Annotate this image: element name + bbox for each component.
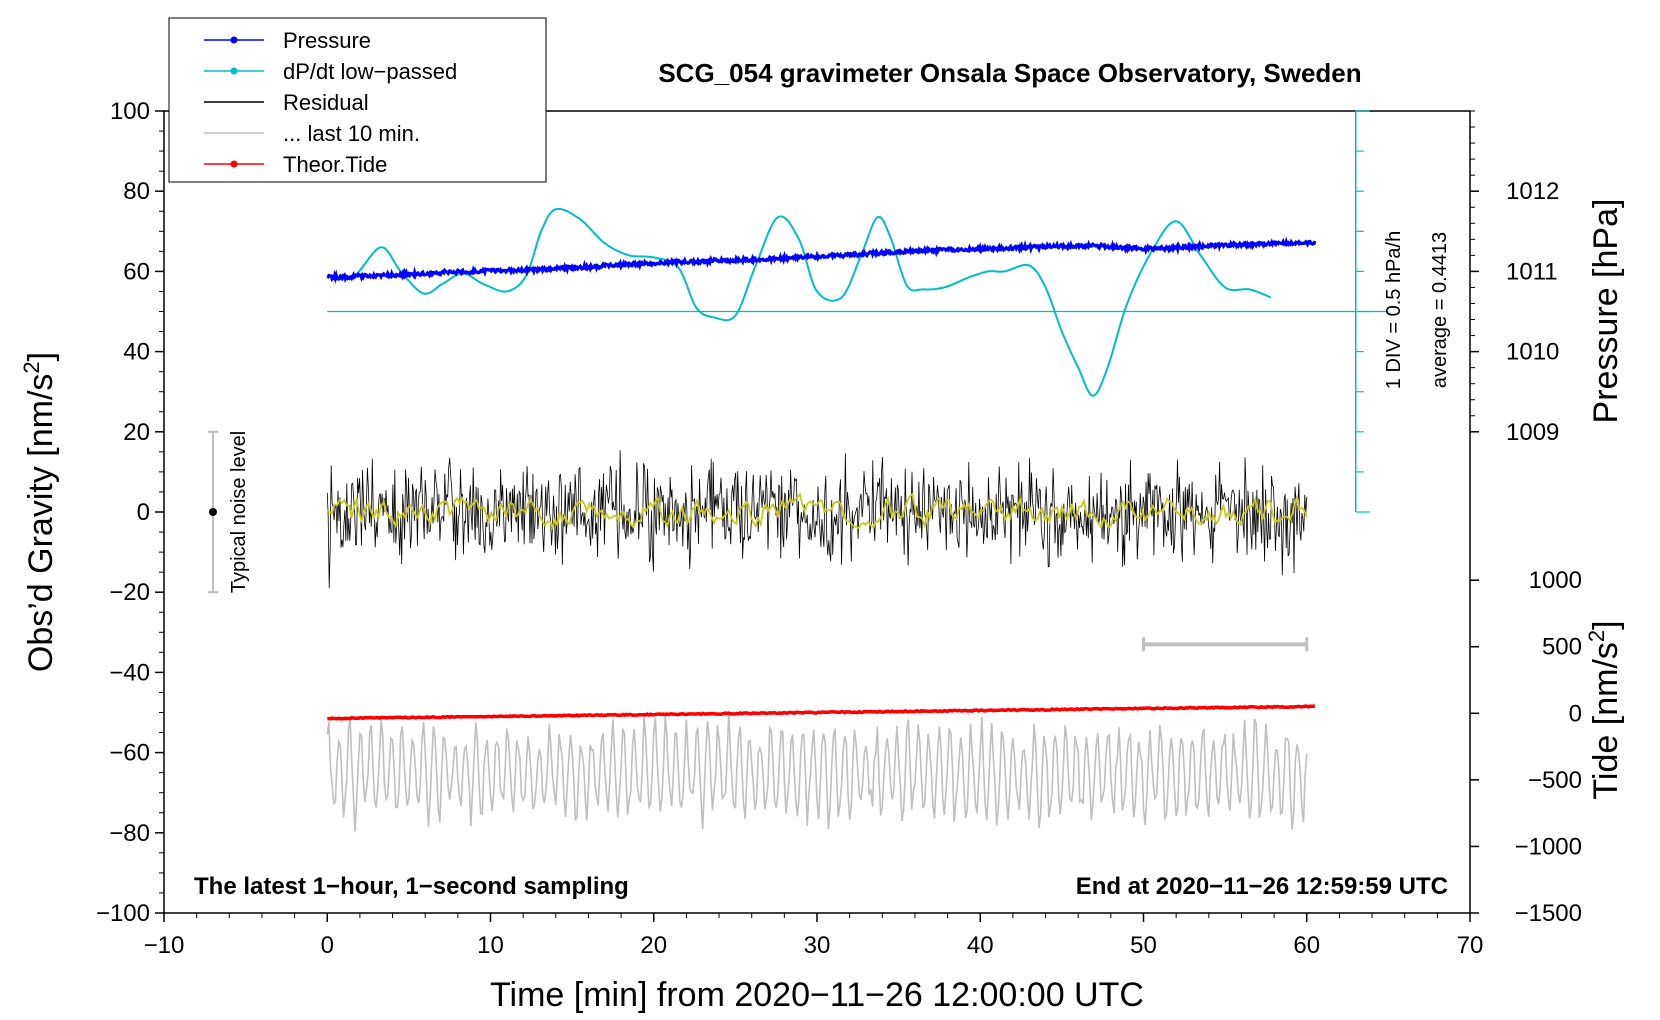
legend: Pressure dP/dt low−passed Residual ... last… bbox=[168, 17, 547, 183]
legend-marker bbox=[230, 36, 238, 44]
tide-line bbox=[327, 704, 1316, 721]
residual-line bbox=[326, 450, 1308, 588]
tide-axis-label: Tide [nm/s2] bbox=[1584, 620, 1625, 799]
noise-level-dot bbox=[208, 508, 217, 516]
chart-title: SCG_054 gravimeter Onsala Space Observat… bbox=[658, 58, 1361, 88]
y-tick-label: 80 bbox=[123, 178, 150, 205]
y-tick-label: 0 bbox=[137, 499, 150, 526]
noise-level-label: Typical noise level bbox=[228, 431, 250, 593]
pressure-tick-label: 1011 bbox=[1506, 258, 1558, 285]
y-tick-label: 60 bbox=[123, 258, 150, 285]
tide-tick-label: −500 bbox=[1528, 767, 1582, 794]
y-tick-label: 20 bbox=[123, 419, 150, 446]
x-tick-label: 50 bbox=[1130, 932, 1157, 959]
x-tick-label: 30 bbox=[804, 932, 831, 959]
y-tick-label: −60 bbox=[109, 740, 150, 767]
y-axis-label-sup: 2 bbox=[19, 361, 44, 373]
pressure-line bbox=[326, 236, 1317, 284]
legend-label: dP/dt low−passed bbox=[283, 59, 457, 84]
legend-marker bbox=[230, 160, 238, 168]
tide-tick-label: 500 bbox=[1542, 634, 1582, 661]
legend-marker bbox=[230, 67, 238, 75]
pressure-tick-label: 1010 bbox=[1506, 339, 1559, 366]
y-tick-label: −100 bbox=[96, 900, 150, 927]
tide-axis-label-main: Tide [nm/s bbox=[1587, 642, 1625, 799]
div-scale-label: 1 DIV = 0.5 hPa/h bbox=[1383, 231, 1405, 389]
x-axis-label: Time [min] from 2020−11−26 12:00:00 UTC bbox=[490, 976, 1144, 1014]
legend-label: ... last 10 min. bbox=[283, 121, 420, 146]
average-label: average = 0.4413 bbox=[1429, 232, 1451, 388]
legend-label: Pressure bbox=[283, 28, 371, 53]
bottom-right-note: End at 2020−11−26 12:59:59 UTC bbox=[1076, 873, 1448, 900]
legend-entries: Pressure dP/dt low−passed Residual ... last… bbox=[204, 28, 457, 177]
pressure-tick-label: 1012 bbox=[1506, 178, 1559, 205]
x-tick-label: 0 bbox=[321, 932, 334, 959]
y-axis-label: Obs’d Gravity [nm/s2] bbox=[19, 352, 60, 672]
y-tick-label: −40 bbox=[109, 659, 150, 686]
legend-label: Residual bbox=[283, 90, 369, 115]
legend-label: Theor.Tide bbox=[283, 152, 387, 177]
y-tick-label: −80 bbox=[109, 820, 150, 847]
y-axis-label-close: ] bbox=[22, 352, 60, 361]
tide-tick-label: −1000 bbox=[1515, 833, 1582, 860]
last-10min-line bbox=[326, 710, 1308, 832]
tide-axis-label-close: ] bbox=[1587, 620, 1625, 629]
data-layer bbox=[207, 110, 1389, 832]
tide-tick-label: 0 bbox=[1569, 700, 1582, 727]
y-tick-label: 40 bbox=[123, 339, 150, 366]
tide-tick-label: 1000 bbox=[1529, 567, 1582, 594]
dpdt-line bbox=[335, 207, 1272, 397]
tide-axis-label-sup: 2 bbox=[1584, 630, 1609, 642]
legend-box bbox=[168, 17, 547, 183]
y-axis-label-main: Obs’d Gravity [nm/s bbox=[22, 374, 60, 673]
x-tick-label: −10 bbox=[144, 932, 185, 959]
y-tick-label: −20 bbox=[109, 579, 150, 606]
y-tick-label: 100 bbox=[110, 98, 150, 125]
tide-tick-label: −1500 bbox=[1515, 900, 1582, 927]
x-tick-label: 60 bbox=[1293, 932, 1320, 959]
x-tick-label: 40 bbox=[967, 932, 994, 959]
pressure-tick-label: 1009 bbox=[1506, 419, 1559, 446]
x-tick-label: 10 bbox=[477, 932, 504, 959]
x-tick-label: 70 bbox=[1457, 932, 1484, 959]
pressure-axis-label: Pressure [hPa] bbox=[1587, 199, 1625, 424]
bottom-left-note: The latest 1−hour, 1−second sampling bbox=[194, 873, 629, 900]
residual-smoothed-line bbox=[327, 492, 1308, 530]
axes-layer: −10 0 10 20 30 40 50 60 70−100−80−60−40−20020406… bbox=[96, 98, 1582, 959]
x-tick-label: 20 bbox=[640, 932, 667, 959]
